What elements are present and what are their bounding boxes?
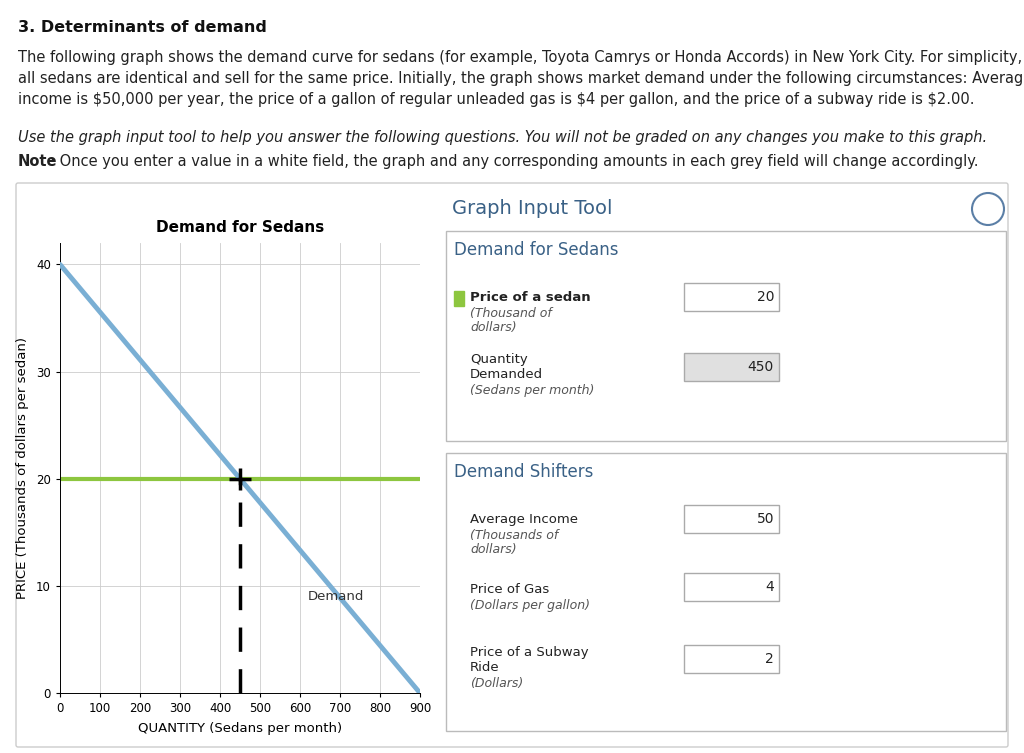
Text: dollars): dollars) xyxy=(470,321,517,334)
Text: 20: 20 xyxy=(757,290,774,304)
FancyBboxPatch shape xyxy=(684,283,779,311)
Text: Use the graph input tool to help you answer the following questions. You will no: Use the graph input tool to help you ans… xyxy=(18,130,987,145)
Y-axis label: PRICE (Thousands of dollars per sedan): PRICE (Thousands of dollars per sedan) xyxy=(16,337,29,599)
Text: ?: ? xyxy=(984,200,992,218)
Text: income is $50,000 per year, the price of a gallon of regular unleaded gas is $4 : income is $50,000 per year, the price of… xyxy=(18,92,975,107)
FancyBboxPatch shape xyxy=(16,183,1008,747)
Text: Demand for Sedans: Demand for Sedans xyxy=(454,241,618,259)
FancyBboxPatch shape xyxy=(684,573,779,601)
FancyBboxPatch shape xyxy=(446,231,1006,441)
Text: Price of Gas: Price of Gas xyxy=(470,583,549,596)
Text: Graph Input Tool: Graph Input Tool xyxy=(452,199,612,218)
FancyBboxPatch shape xyxy=(446,453,1006,731)
Text: (Dollars): (Dollars) xyxy=(470,677,523,690)
Text: Average Income: Average Income xyxy=(470,513,578,526)
Text: Demand: Demand xyxy=(308,590,365,603)
Text: 50: 50 xyxy=(757,512,774,526)
Text: 4: 4 xyxy=(765,580,774,594)
Text: (Dollars per gallon): (Dollars per gallon) xyxy=(470,599,590,612)
Text: 3. Determinants of demand: 3. Determinants of demand xyxy=(18,20,267,35)
Text: : Once you enter a value in a white field, the graph and any corresponding amoun: : Once you enter a value in a white fiel… xyxy=(50,154,979,169)
Text: 2: 2 xyxy=(765,652,774,666)
Text: Quantity: Quantity xyxy=(470,353,527,366)
Text: Ride: Ride xyxy=(470,661,500,674)
Text: (Thousand of: (Thousand of xyxy=(470,307,552,320)
Text: all sedans are identical and sell for the same price. Initially, the graph shows: all sedans are identical and sell for th… xyxy=(18,71,1024,86)
Text: Note: Note xyxy=(18,154,57,169)
Text: The following graph shows the demand curve for sedans (for example, Toyota Camry: The following graph shows the demand cur… xyxy=(18,50,1024,65)
X-axis label: QUANTITY (Sedans per month): QUANTITY (Sedans per month) xyxy=(138,722,342,735)
Text: (Thousands of: (Thousands of xyxy=(470,529,558,542)
FancyBboxPatch shape xyxy=(684,505,779,533)
Text: dollars): dollars) xyxy=(470,543,517,556)
Text: (Sedans per month): (Sedans per month) xyxy=(470,384,594,397)
Bar xyxy=(454,291,464,306)
FancyBboxPatch shape xyxy=(684,645,779,673)
FancyBboxPatch shape xyxy=(684,353,779,381)
Text: Demand Shifters: Demand Shifters xyxy=(454,463,593,481)
Text: Demanded: Demanded xyxy=(470,368,543,381)
Circle shape xyxy=(972,193,1004,225)
Title: Demand for Sedans: Demand for Sedans xyxy=(156,220,325,235)
Text: 450: 450 xyxy=(748,360,774,374)
Text: Price of a Subway: Price of a Subway xyxy=(470,646,589,659)
Text: Price of a sedan: Price of a sedan xyxy=(470,291,591,304)
